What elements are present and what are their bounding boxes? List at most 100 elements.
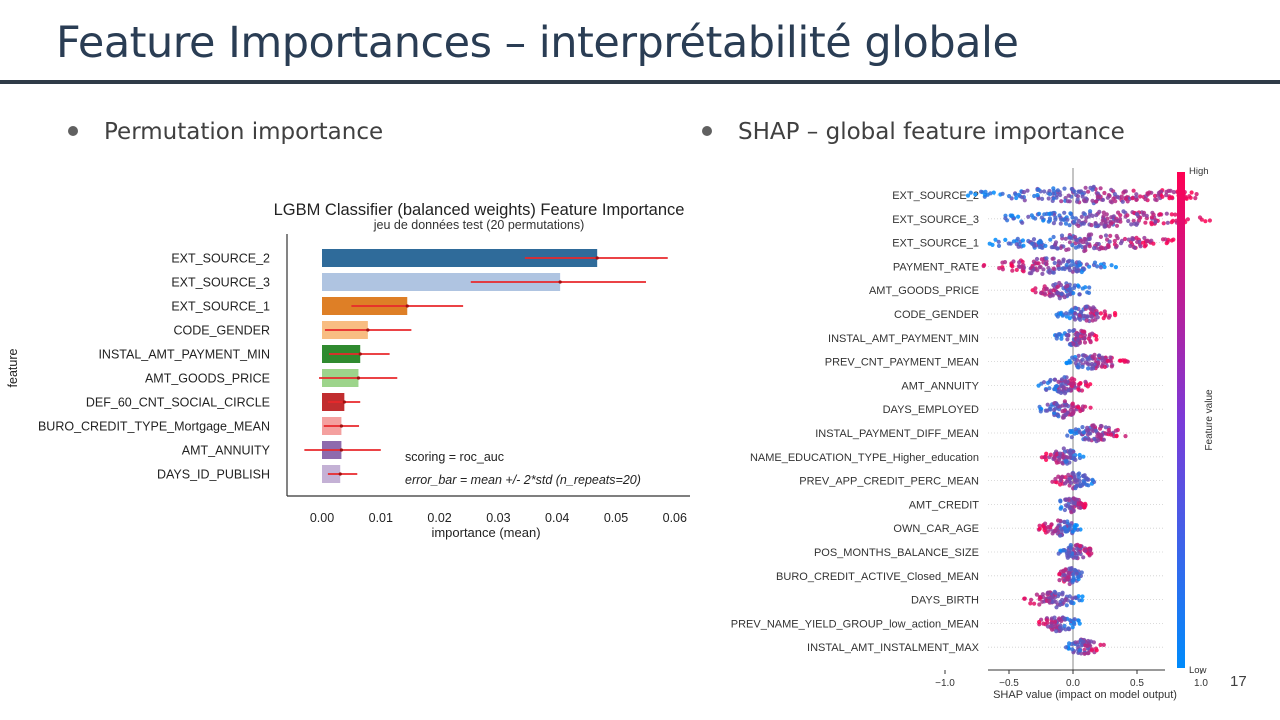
shap-point (1021, 269, 1026, 274)
shap-point (1085, 356, 1090, 361)
shap-point (1064, 311, 1069, 316)
shap-point (1088, 209, 1093, 214)
feature-label: PREV_NAME_YIELD_GROUP_low_action_MEAN (731, 618, 979, 630)
shap-point (1075, 574, 1081, 580)
shap-point (1081, 221, 1086, 226)
shap-point (1050, 595, 1055, 600)
shap-point (1144, 239, 1149, 244)
shap-point (1066, 259, 1071, 264)
shap-point (1076, 405, 1081, 410)
shap-point (1054, 336, 1059, 341)
shap-point (1164, 189, 1169, 194)
shap-point (1132, 245, 1137, 250)
shap-point (1078, 482, 1083, 487)
shap-point (1076, 353, 1081, 358)
shap-point (1076, 387, 1081, 392)
shap-point (1070, 529, 1075, 534)
shap-point (1028, 601, 1033, 606)
shap-point (1065, 217, 1070, 222)
shap-point (1153, 219, 1158, 224)
shap-point (1070, 428, 1075, 434)
x-tick-label: 0.0 (1066, 678, 1080, 689)
shap-point (1067, 641, 1072, 646)
shap-point (1070, 243, 1075, 248)
shap-point (1068, 360, 1073, 365)
shap-point (1096, 438, 1101, 443)
shap-point (1069, 435, 1074, 440)
shap-point (1052, 377, 1058, 382)
shap-point (1059, 217, 1064, 222)
shap-point (1091, 305, 1096, 310)
mean-marker (339, 424, 344, 428)
shap-point (1080, 473, 1086, 479)
shap-point (1090, 427, 1095, 432)
shap-point (1057, 592, 1062, 597)
shap-point (1111, 214, 1116, 219)
shap-point (1101, 214, 1106, 219)
shap-point (1068, 452, 1073, 457)
shap-point (1016, 264, 1021, 269)
shap-point (1128, 243, 1133, 248)
shap-point (1071, 342, 1076, 347)
shap-point (1080, 194, 1085, 199)
shap-point (1020, 265, 1025, 270)
shap-point (1103, 220, 1108, 225)
shap-point (1063, 379, 1068, 384)
shap-point (1107, 313, 1112, 318)
shap-point (1066, 388, 1071, 393)
shap-point (1077, 452, 1082, 458)
shap-point (1074, 497, 1079, 502)
shap-point (1045, 380, 1050, 385)
shap-point (1171, 237, 1176, 242)
shap-point (1078, 381, 1083, 386)
shap-point (1094, 334, 1099, 339)
shap-point (1063, 459, 1068, 464)
feature-label: DAYS_EMPLOYED (883, 404, 979, 416)
shap-point (1093, 221, 1098, 226)
shap-point (1032, 193, 1037, 199)
shap-point (1106, 243, 1111, 248)
shap-point (1090, 331, 1095, 336)
shap-point (1000, 191, 1005, 196)
shap-point (973, 192, 978, 197)
shap-point (1060, 548, 1065, 553)
category-label: CODE_GENDER (173, 324, 270, 338)
shap-point (1118, 241, 1124, 246)
shap-point (1039, 240, 1044, 245)
shap-point (1013, 192, 1018, 197)
shap-point (1071, 572, 1076, 577)
shap-point (1083, 548, 1088, 553)
shap-point (1129, 222, 1134, 227)
shap-point (1053, 476, 1058, 482)
shap-point (1047, 270, 1052, 275)
shap-point (1169, 220, 1174, 225)
shap-point (1076, 362, 1081, 367)
shap-point (1085, 425, 1090, 430)
shap-point (1114, 218, 1119, 223)
shap-point (1052, 260, 1057, 266)
shap-point (1099, 432, 1104, 437)
shap-point (1048, 237, 1053, 242)
shap-point (1068, 476, 1073, 481)
shap-point (1079, 334, 1084, 339)
shap-point (1006, 241, 1011, 246)
shap-point (996, 239, 1001, 244)
shap-point (1086, 336, 1091, 341)
shap-point (1091, 423, 1096, 428)
shap-point (1103, 313, 1108, 318)
shap-point (1207, 218, 1212, 223)
shap-point (1083, 404, 1088, 409)
shap-point (1057, 578, 1062, 583)
shap-point (1062, 210, 1067, 215)
shap-point (1081, 454, 1086, 459)
shap-point (1125, 199, 1130, 204)
shap-point (1041, 621, 1046, 626)
shap-point (1083, 237, 1088, 242)
shap-point (1161, 221, 1166, 226)
shap-point (1039, 215, 1044, 220)
shap-point (1086, 290, 1092, 295)
shap-point (1044, 387, 1049, 392)
shap-point (1070, 411, 1076, 416)
shap-point (1114, 223, 1120, 228)
shap-point (1073, 311, 1078, 316)
